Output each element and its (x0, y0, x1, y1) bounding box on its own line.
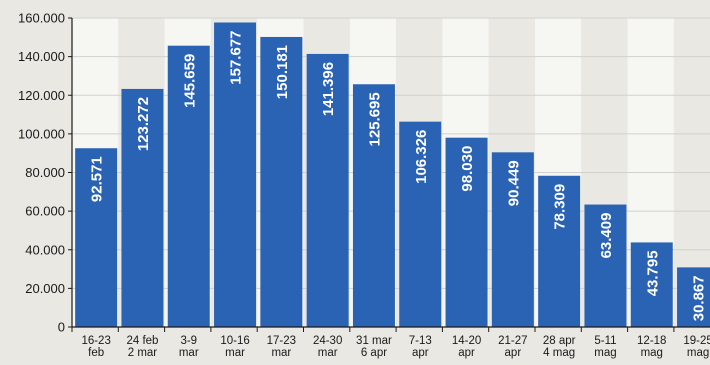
bar (630, 242, 673, 327)
bar (167, 45, 210, 328)
data-label: 43.795 (644, 250, 661, 296)
x-tick-label-line: apr (505, 347, 522, 359)
y-tick-label: 40.000 (25, 242, 65, 257)
x-tick-label-line: apr (412, 347, 429, 359)
x-tick-label-line: 16-23 (81, 335, 110, 347)
data-label: 145.659 (181, 54, 198, 108)
x-tick-label-line: mar (318, 347, 338, 359)
data-label: 125.695 (366, 92, 383, 146)
x-tick-label-line: 21-27 (498, 335, 527, 347)
x-tick-label-line: 4 mag (543, 347, 575, 359)
bar (260, 36, 303, 327)
data-label: 92.571 (89, 156, 106, 202)
bar (491, 152, 534, 327)
data-label: 30.867 (691, 275, 708, 321)
x-tick-label-line: 31 mar (356, 335, 392, 347)
x-tick-label-line: mar (179, 347, 199, 359)
y-tick-label: 0 (58, 320, 65, 335)
y-tick-label: 160.000 (18, 11, 65, 26)
x-tick-label-line: 19-25 (683, 335, 710, 347)
x-tick-label: 24 feb 2 mar (126, 335, 158, 359)
bar (214, 22, 257, 327)
data-label: 98.030 (459, 146, 476, 192)
bar (445, 137, 488, 327)
x-tick-label: 17-23 mar (267, 335, 296, 359)
x-tick-label-line: 5-11 (594, 335, 616, 347)
data-label: 123.272 (135, 97, 152, 151)
x-tick-label: 28 apr 4 mag (543, 335, 576, 359)
x-tick-label: 3-9 mar (179, 335, 199, 359)
bar (75, 148, 118, 327)
data-label: 150.181 (274, 45, 291, 99)
x-tick-label-line: 24-30 (313, 335, 342, 347)
data-label: 78.309 (552, 184, 569, 230)
x-tick-label-line: mag (594, 347, 616, 359)
x-tick-label: 5-11 mag (594, 335, 616, 359)
bar (352, 84, 395, 328)
data-label: 141.396 (320, 62, 337, 116)
x-tick-label-line: mar (271, 347, 291, 359)
x-tick-label-line: apr (458, 347, 475, 359)
y-tick-label: 60.000 (25, 204, 65, 219)
x-tick-label-line: mag (687, 347, 709, 359)
x-tick-label: 24-30 mar (313, 335, 342, 359)
x-tick-label-line: 24 feb (126, 335, 158, 347)
x-tick-label-line: feb (88, 347, 104, 359)
x-tick-label-line: 12-18 (637, 335, 666, 347)
y-tick-label: 120.000 (18, 88, 65, 103)
x-tick-label: 10-16 mar (220, 335, 249, 359)
bar (538, 175, 581, 327)
x-tick-label-line: 28 apr (543, 335, 576, 347)
x-tick-label: 21-27 apr (498, 335, 527, 359)
x-tick-label: 7-13 apr (409, 335, 432, 359)
x-tick-label-line: 6 apr (361, 347, 387, 359)
y-tick-label: 100.000 (18, 126, 65, 141)
x-tick-label-line: mar (225, 347, 245, 359)
x-tick-label-line: 3-9 (180, 335, 197, 347)
bar (677, 267, 710, 327)
bar (121, 88, 164, 328)
x-tick-label: 19-25 mag (683, 335, 710, 359)
x-tick-label: 16-23 feb (81, 335, 110, 359)
y-tick-label: 20.000 (25, 281, 65, 296)
data-labels: 92.571 123.272 145.659 157.677 150.181 141.39… (89, 30, 708, 321)
data-label: 90.449 (505, 160, 522, 206)
x-tick-label-line: 10-16 (220, 335, 249, 347)
data-label: 63.409 (598, 213, 615, 259)
bars (75, 22, 710, 328)
y-tick-label: 140.000 (18, 49, 65, 64)
y-tick-label: 80.000 (25, 165, 65, 180)
x-tick-label: 31 mar 6 apr (356, 335, 392, 359)
bar (306, 53, 349, 327)
x-tick-label-line: 2 mar (128, 347, 158, 359)
x-tick-label-line: mag (641, 347, 663, 359)
data-label: 157.677 (228, 30, 245, 84)
bar (584, 204, 627, 327)
x-tick-label-line: 7-13 (409, 335, 432, 347)
x-tick-label-line: 14-20 (452, 335, 481, 347)
bar (399, 121, 442, 327)
x-tick-label: 14-20 apr (452, 335, 481, 359)
x-tick-label-line: 17-23 (267, 335, 296, 347)
x-tick-label: 12-18 mag (637, 335, 666, 359)
data-label: 106.326 (413, 130, 430, 184)
y-axis-ticks: 0 20.000 40.000 60.000 80.000 100.000 120.000 1… (18, 11, 72, 335)
